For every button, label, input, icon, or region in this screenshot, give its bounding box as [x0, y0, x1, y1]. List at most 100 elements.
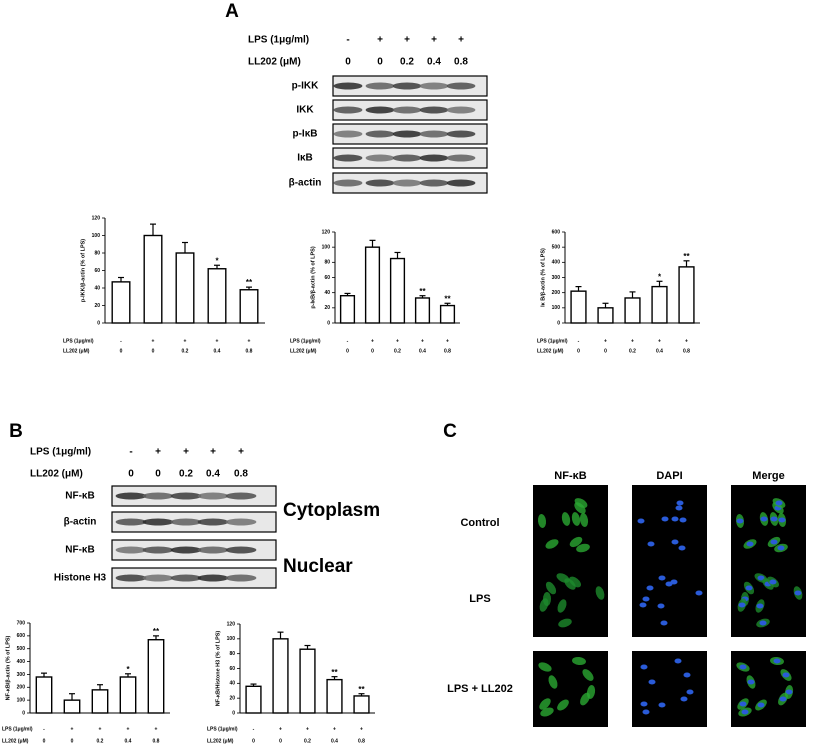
y-tick-label: 500: [552, 244, 561, 250]
cell: [576, 543, 590, 553]
row-label: LPS (1μg/ml): [63, 338, 94, 344]
treatment: +: [152, 338, 155, 344]
cell: [561, 512, 571, 526]
treatment: +: [631, 338, 634, 344]
cell: [545, 539, 559, 549]
blot-label: β-actin: [64, 517, 97, 528]
blot-band: [365, 130, 395, 138]
nucleus: [660, 620, 668, 626]
column-header: DAPI: [656, 470, 682, 482]
row-label: LPS (1μg/ml): [30, 447, 91, 458]
nucleus: [785, 689, 793, 695]
blot-label: Histone H3: [54, 573, 107, 584]
cell: [537, 514, 547, 528]
x-tick-label: 0: [120, 348, 123, 354]
blot-band: [142, 546, 174, 554]
x-tick-label: 0: [43, 738, 46, 744]
y-tick-label: 400: [17, 659, 26, 665]
dose: 0: [345, 57, 351, 68]
x-tick-label: 0: [371, 348, 374, 354]
y-tick-label: 120: [92, 215, 101, 221]
row-label: LPS (1μg/ml): [248, 35, 309, 46]
nucleus: [686, 689, 694, 695]
significance: *: [126, 665, 130, 674]
treatment: +: [371, 338, 374, 344]
nucleus: [695, 590, 703, 596]
y-tick-label: 0: [22, 710, 25, 716]
treatment: +: [685, 338, 688, 344]
y-tick-label: 60: [94, 268, 100, 274]
blot-band: [197, 574, 229, 582]
row-label: LPS (1μg/ml): [207, 726, 238, 732]
bar: [339, 295, 356, 324]
x-tick-label: 0: [279, 738, 282, 744]
blot-band: [333, 106, 363, 114]
row-label: LL202 (μM): [248, 57, 301, 68]
nucleus: [678, 545, 686, 551]
x-tick-label: 0.2: [304, 738, 311, 744]
bar: [119, 676, 137, 714]
nucleus: [747, 679, 755, 685]
cell: [539, 698, 551, 710]
nucleus: [642, 596, 650, 602]
nucleus: [757, 702, 765, 708]
nucleus: [680, 696, 688, 702]
bar: [299, 648, 316, 714]
nucleus: [759, 620, 767, 626]
row-label: LPS (1μg/ml): [2, 726, 33, 732]
row-label: LL202 (μM): [63, 348, 90, 354]
cell: [539, 598, 549, 612]
nucleus: [639, 602, 647, 608]
blot-band: [392, 106, 422, 114]
y-tick-label: 100: [227, 636, 236, 642]
dose: 0.4: [427, 57, 441, 68]
dose: 0.8: [234, 469, 248, 480]
y-tick-label: 0: [557, 320, 560, 326]
x-tick-label: 0.4: [656, 348, 663, 354]
y-tick-label: 120: [227, 621, 236, 627]
nucleus: [746, 541, 754, 547]
treatment: +: [458, 35, 464, 46]
bar: [111, 281, 131, 324]
y-tick-label: 300: [552, 275, 561, 281]
row-label: LL202 (μM): [290, 348, 317, 354]
significance: **: [419, 287, 426, 296]
blot-label: IKK: [296, 105, 314, 116]
y-axis-label: NF-κB/β-actin (% of LPS): [5, 635, 11, 700]
y-tick-label: 60: [324, 275, 330, 281]
nucleus: [637, 518, 645, 524]
treatment: +: [238, 447, 244, 458]
x-tick-label: 0.8: [153, 738, 160, 744]
blot-label: β-actin: [289, 178, 322, 189]
x-tick-label: 0: [152, 348, 155, 354]
nucleus: [658, 575, 666, 581]
y-axis-label: p-IKK/β-actin (% of LPS): [80, 239, 86, 302]
row-header: Control: [460, 517, 499, 529]
nucleus: [658, 702, 666, 708]
treatment: +: [333, 726, 336, 732]
cell: [569, 576, 581, 588]
blot-band: [225, 574, 257, 582]
bar: [91, 689, 109, 714]
treatment: +: [216, 338, 219, 344]
x-tick-label: 0.4: [331, 738, 338, 744]
x-tick-label: 0.2: [182, 348, 189, 354]
bar: [570, 290, 587, 324]
row-label: LL202 (μM): [2, 738, 29, 744]
blot-band: [392, 154, 422, 162]
treatment: +: [404, 35, 410, 46]
treatment: +: [604, 338, 607, 344]
compartment-label: Nuclear: [283, 556, 353, 577]
nucleus: [779, 696, 787, 702]
significance: *: [658, 272, 662, 281]
nucleus: [775, 500, 783, 506]
blot-band: [419, 82, 449, 90]
treatment: -: [43, 726, 45, 732]
cell: [557, 699, 569, 711]
nucleus: [756, 603, 764, 609]
nucleus: [683, 672, 691, 678]
x-tick-label: 0.4: [419, 348, 426, 354]
bar: [678, 266, 695, 324]
y-tick-label: 0: [232, 710, 235, 716]
significance: **: [683, 252, 690, 261]
